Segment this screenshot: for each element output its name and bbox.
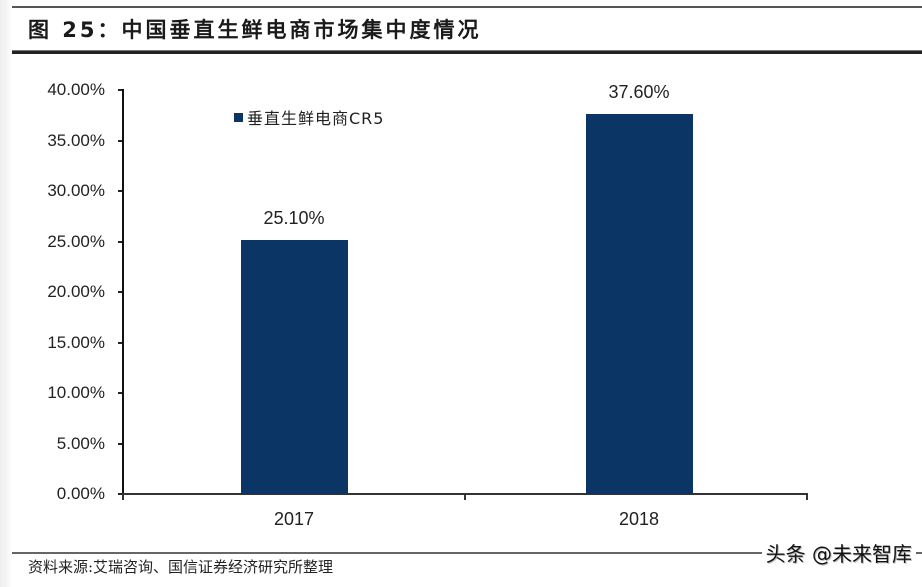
top-rule [12,6,922,8]
title-underline [12,51,922,54]
y-axis-tick [118,392,124,394]
bar-value-label: 37.60% [608,82,670,103]
y-tick-label: 0.00% [56,484,105,503]
watermark: 头条 @未来智库 [761,541,916,567]
y-tick-label: 10.00% [47,383,105,402]
y-axis-tick [118,493,124,495]
source-rule [12,552,922,554]
y-tick-label: 30.00% [47,181,105,200]
y-tick-label: 35.00% [47,130,105,150]
y-tick-label: 5.00% [56,433,105,453]
x-axis-tick [122,493,124,500]
y-axis-line [122,89,124,495]
figure-title: 图 25：中国垂直生鲜电商市场集中度情况 [28,18,482,42]
bar-2017 [240,240,348,494]
legend-swatch-icon [234,112,243,122]
y-axis-tick [118,291,124,293]
x-axis-tick [464,493,466,500]
bar-2018 [585,114,693,494]
y-axis-tick [118,89,124,91]
y-tick-label: 40.00% [47,80,105,99]
source-note: 资料来源:艾瑞咨询、国信证券经济研究所整理 [28,558,334,576]
page-edge-shade [0,0,12,587]
y-axis-tick [118,139,124,142]
legend-label: 垂直生鲜电商CR5 [247,109,385,128]
chart-legend: 垂直生鲜电商CR5 [234,106,384,128]
y-axis-tick [118,442,124,445]
x-category-label: 2017 [273,509,315,529]
y-axis-tick [118,190,124,192]
bar-value-label: 25.10% [263,208,325,229]
y-tick-label: 15.00% [47,332,105,352]
y-axis-tick [118,240,124,243]
y-tick-label: 25.00% [47,231,105,251]
y-tick-label: 20.00% [47,282,105,301]
x-category-label: 2018 [618,509,660,529]
x-axis-tick [806,493,808,500]
y-axis-tick [118,341,124,344]
